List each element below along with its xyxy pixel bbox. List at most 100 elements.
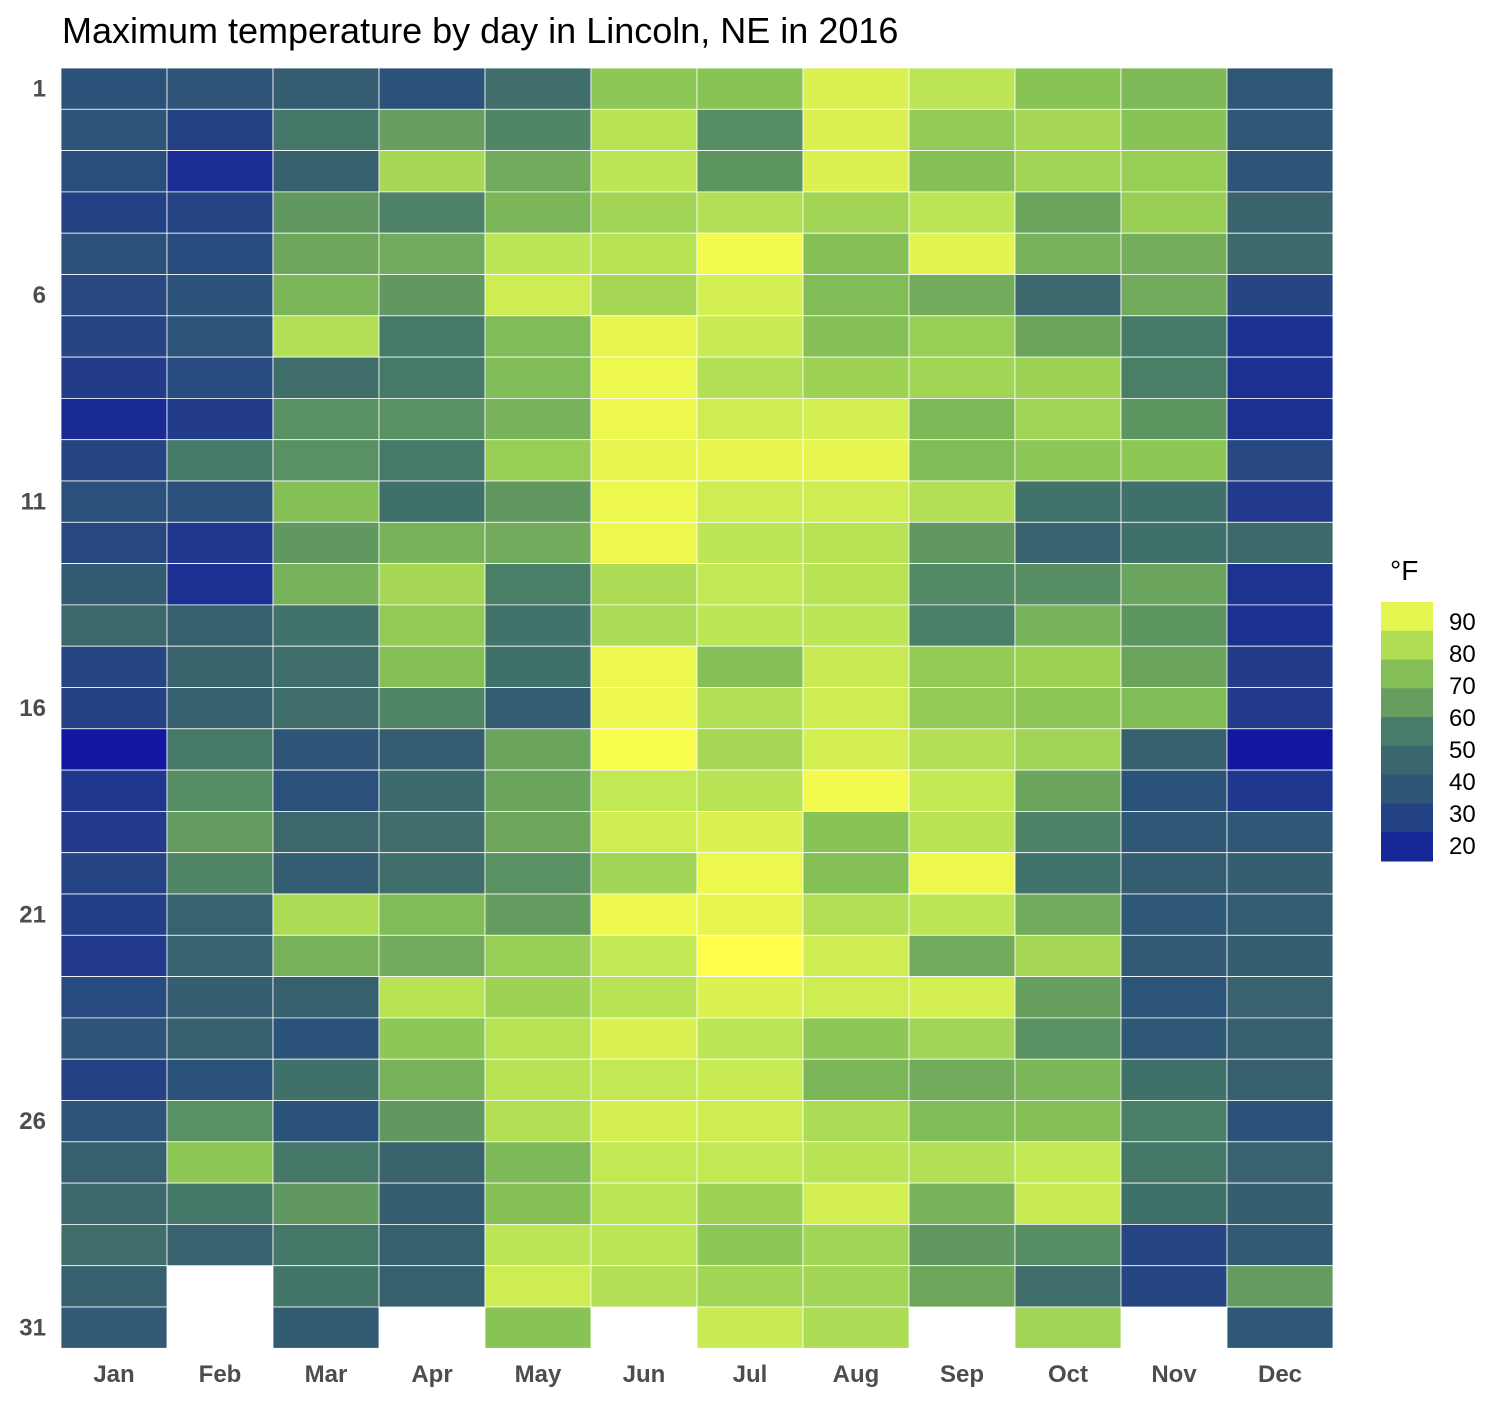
- y-tick-label: 16: [19, 695, 46, 722]
- heatmap-cell: [166, 893, 274, 936]
- heatmap-cell: [166, 315, 274, 358]
- heatmap-cell: [1226, 687, 1334, 730]
- heatmap-cell: [60, 811, 168, 854]
- heatmap-cell: [60, 67, 168, 110]
- heatmap-cell: [272, 728, 380, 771]
- heatmap-cell: [166, 232, 274, 275]
- heatmap-cell: [272, 1058, 380, 1101]
- heatmap-cell: [908, 1058, 1016, 1101]
- heatmap-cell: [1226, 1058, 1334, 1101]
- heatmap-cell: [60, 563, 168, 606]
- heatmap-cell: [908, 1141, 1016, 1184]
- heatmap-cell: [590, 852, 698, 895]
- heatmap-cell: [908, 1100, 1016, 1143]
- heatmap-cell: [802, 893, 910, 936]
- heatmap-cell: [1014, 1058, 1122, 1101]
- heatmap-cell: [272, 934, 380, 977]
- heatmap-cell: [378, 645, 486, 688]
- heatmap-cell: [60, 934, 168, 977]
- heatmap-cell: [802, 563, 910, 606]
- heatmap-cell: [590, 893, 698, 936]
- heatmap-cell: [908, 274, 1016, 317]
- heatmap-cell: [1120, 356, 1228, 399]
- heatmap-cell: [1120, 563, 1228, 606]
- heatmap-cell: [590, 769, 698, 812]
- heatmap-cell: [696, 934, 804, 977]
- heatmap-cell: [1014, 480, 1122, 523]
- heatmap-cell: [696, 893, 804, 936]
- heatmap-cell: [166, 150, 274, 193]
- heatmap-cell: [378, 728, 486, 771]
- heatmap-cell: [802, 1100, 910, 1143]
- heatmap-cell: [802, 769, 910, 812]
- heatmap-cell: [1226, 563, 1334, 606]
- heatmap-cell: [60, 108, 168, 152]
- heatmap-cell: [696, 397, 804, 441]
- legend-color-swatch: [1381, 774, 1433, 804]
- heatmap-cell: [802, 934, 910, 977]
- heatmap-cell: [1014, 1100, 1122, 1143]
- heatmap-cell: [166, 728, 274, 771]
- heatmap-cell: [1226, 893, 1334, 936]
- x-tick-label: Sep: [940, 1361, 984, 1388]
- heatmap-cell: [696, 1100, 804, 1143]
- heatmap-cell: [590, 356, 698, 399]
- legend-label: 50: [1449, 737, 1476, 764]
- heatmap-cell: [272, 893, 380, 936]
- heatmap-cell: [1014, 934, 1122, 977]
- heatmap-cell: [1014, 769, 1122, 812]
- heatmap-cell: [1226, 604, 1334, 647]
- heatmap-cell: [802, 604, 910, 647]
- heatmap-cell: [166, 604, 274, 647]
- heatmap-cell: [166, 480, 274, 523]
- legend-color-swatch: [1381, 803, 1433, 833]
- heatmap-cell: [1120, 108, 1228, 152]
- heatmap-cell: [60, 769, 168, 812]
- heatmap-cell: [696, 604, 804, 647]
- heatmap-cell: [908, 934, 1016, 977]
- heatmap-cell: [590, 934, 698, 977]
- heatmap-cell: [484, 1306, 592, 1349]
- heatmap-cell: [1226, 315, 1334, 358]
- heatmap-cell: [1014, 1182, 1122, 1225]
- heatmap-cell: [696, 439, 804, 482]
- legend-color-swatch: [1381, 717, 1433, 747]
- heatmap-cell: [166, 397, 274, 441]
- heatmap-cell: [378, 976, 486, 1019]
- heatmap-cell: [484, 1017, 592, 1060]
- heatmap-cell: [908, 769, 1016, 812]
- heatmap-cell: [60, 604, 168, 647]
- heatmap-cell: [166, 1141, 274, 1184]
- heatmap-cell: [1014, 1141, 1122, 1184]
- heatmap-cell: [1120, 521, 1228, 564]
- heatmap-cell: [802, 1306, 910, 1349]
- heatmap-cell: [590, 1141, 698, 1184]
- heatmap-cell: [166, 976, 274, 1019]
- heatmap-cell: [60, 397, 168, 441]
- x-tick-label: Aug: [833, 1361, 880, 1388]
- heatmap-cell: [60, 150, 168, 193]
- heatmap-cell: [1226, 645, 1334, 688]
- heatmap-cell: [1120, 1100, 1228, 1143]
- x-tick-label: Oct: [1048, 1361, 1088, 1388]
- heatmap-cell: [908, 893, 1016, 936]
- heatmap-cell: [802, 1058, 910, 1101]
- heatmap-cell: [1120, 315, 1228, 358]
- heatmap-cell: [484, 150, 592, 193]
- x-tick-label: Dec: [1258, 1361, 1302, 1388]
- heatmap-cell: [166, 645, 274, 688]
- heatmap-cell: [378, 356, 486, 399]
- heatmap-cell: [1120, 397, 1228, 441]
- heatmap-cell: [802, 852, 910, 895]
- heatmap-cell: [1226, 232, 1334, 275]
- x-tick-label: Mar: [305, 1361, 348, 1388]
- heatmap-cell: [378, 108, 486, 152]
- heatmap-cell: [378, 397, 486, 441]
- y-tick-label: 21: [19, 902, 46, 929]
- heatmap-cell: [60, 1306, 168, 1349]
- heatmap-cell: [590, 232, 698, 275]
- heatmap-cell: [696, 521, 804, 564]
- heatmap-cell: [590, 439, 698, 482]
- heatmap-cell: [484, 397, 592, 441]
- heatmap-cell: [166, 811, 274, 854]
